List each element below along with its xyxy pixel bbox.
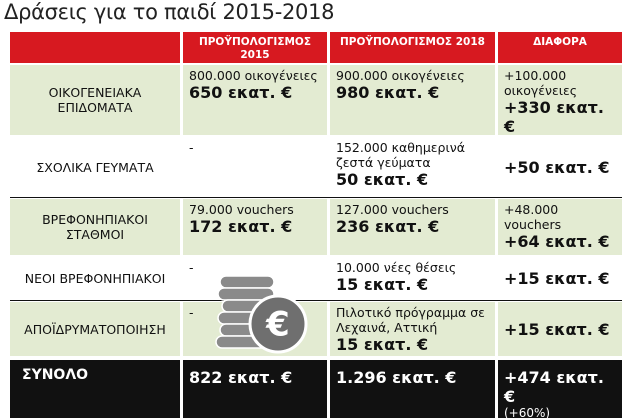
title: Δράσεις για το παιδί 2015-2018 bbox=[4, 0, 335, 24]
cell-text: - bbox=[189, 305, 194, 320]
cell-text: +100.000 οικογένειες bbox=[504, 68, 578, 98]
cell-amount: +50 εκατ. € bbox=[504, 157, 610, 177]
total-cell: 1.296 εκατ. € bbox=[330, 360, 495, 418]
header-cell: ΠΡΟΫΠΟΛΟΓΙΣΜΟΣ 2015 bbox=[183, 32, 327, 63]
coins-icon: € bbox=[215, 275, 308, 354]
cell-text: 900.000 οικογένειες bbox=[336, 68, 465, 83]
row-label: ΒΡΕΦΟΝΗΠΙΑΚΟΙ ΣΤΑΘΜΟΙ bbox=[10, 199, 180, 255]
row-label: ΝΕΟΙ ΒΡΕΦΟΝΗΠΙΑΚΟΙ bbox=[10, 257, 180, 300]
cell-amount: +15 εκατ. € bbox=[504, 319, 610, 339]
cell-amount: 172 εκατ. € bbox=[189, 217, 293, 236]
cell-amount: 236 εκατ. € bbox=[336, 217, 440, 236]
row-label: ΑΠΟΪΔΡΥΜΑΤΟΠΟΙΗΣΗ bbox=[10, 302, 180, 356]
cell-text: Πιλοτικό πρόγραμμα σε Λεχαινά, Αττική bbox=[336, 305, 485, 335]
row-label: ΟΙΚΟΓΕΝΕΙΑΚΑ ΕΠΙΔΟΜΑΤΑ bbox=[10, 65, 180, 135]
table-cell: 152.000 καθημερινά ζεστά γεύματα 50 εκατ.… bbox=[330, 137, 495, 197]
cell-amount: +330 εκατ. € bbox=[504, 98, 604, 135]
cell-note: (+60%) bbox=[504, 406, 551, 418]
row-separator bbox=[10, 300, 622, 301]
total-label: ΣΥΝΟΛΟ bbox=[10, 360, 180, 418]
table-cell: 79.000 vouchers 172 εκατ. € bbox=[183, 199, 327, 255]
table-cell: +15 εκατ. € bbox=[498, 302, 622, 356]
header-cell: ΠΡΟΫΠΟΛΟΓΙΣΜΟΣ 2018 bbox=[330, 32, 495, 63]
table-cell: - bbox=[183, 137, 327, 197]
table-cell: +50 εκατ. € bbox=[498, 137, 622, 197]
table-cell: Πιλοτικό πρόγραμμα σε Λεχαινά, Αττική 15 … bbox=[330, 302, 495, 356]
cell-text: - bbox=[189, 140, 194, 155]
table-cell: 127.000 vouchers 236 εκατ. € bbox=[330, 199, 495, 255]
table-cell: +15 εκατ. € bbox=[498, 257, 622, 300]
cell-amount: 650 εκατ. € bbox=[189, 83, 293, 102]
cell-amount: 1.296 εκατ. € bbox=[336, 368, 457, 387]
table-cell: +48.000 vouchers +64 εκατ. € bbox=[498, 199, 622, 255]
total-cell: +474 εκατ. € (+60%) bbox=[498, 360, 622, 418]
cell-amount: 15 εκατ. € bbox=[336, 275, 429, 294]
svg-text:€: € bbox=[265, 305, 290, 345]
cell-amount: 50 εκατ. € bbox=[336, 170, 429, 189]
cell-amount: +474 εκατ. € bbox=[504, 368, 604, 406]
cell-text: - bbox=[189, 260, 194, 275]
total-cell: 822 εκατ. € bbox=[183, 360, 327, 418]
table-cell: 900.000 οικογένειες 980 εκατ. € bbox=[330, 65, 495, 135]
header-cell: ΔΙΑΦΟΡΑ bbox=[498, 32, 622, 63]
cell-text: 152.000 καθημερινά ζεστά γεύματα bbox=[336, 140, 465, 170]
cell-text: 10.000 νέες θέσεις bbox=[336, 260, 457, 275]
table-cell: 10.000 νέες θέσεις 15 εκατ. € bbox=[330, 257, 495, 300]
table-cell: +100.000 οικογένειες +330 εκατ. € bbox=[498, 65, 622, 135]
table-cell: 800.000 οικογένειες 650 εκατ. € bbox=[183, 65, 327, 135]
cell-amount: 822 εκατ. € bbox=[189, 368, 293, 387]
cell-amount: +64 εκατ. € bbox=[504, 232, 610, 251]
header-cell bbox=[10, 32, 180, 63]
cell-text: 800.000 οικογένειες bbox=[189, 68, 318, 83]
cell-text: 127.000 vouchers bbox=[336, 202, 449, 217]
cell-text: 79.000 vouchers bbox=[189, 202, 294, 217]
cell-amount: +15 εκατ. € bbox=[504, 269, 610, 288]
row-separator bbox=[10, 197, 622, 198]
row-label: ΣΧΟΛΙΚΑ ΓΕΥΜΑΤΑ bbox=[10, 137, 180, 197]
cell-amount: 15 εκατ. € bbox=[336, 335, 429, 354]
cell-text: +48.000 vouchers bbox=[504, 202, 562, 232]
cell-amount: 980 εκατ. € bbox=[336, 83, 440, 102]
